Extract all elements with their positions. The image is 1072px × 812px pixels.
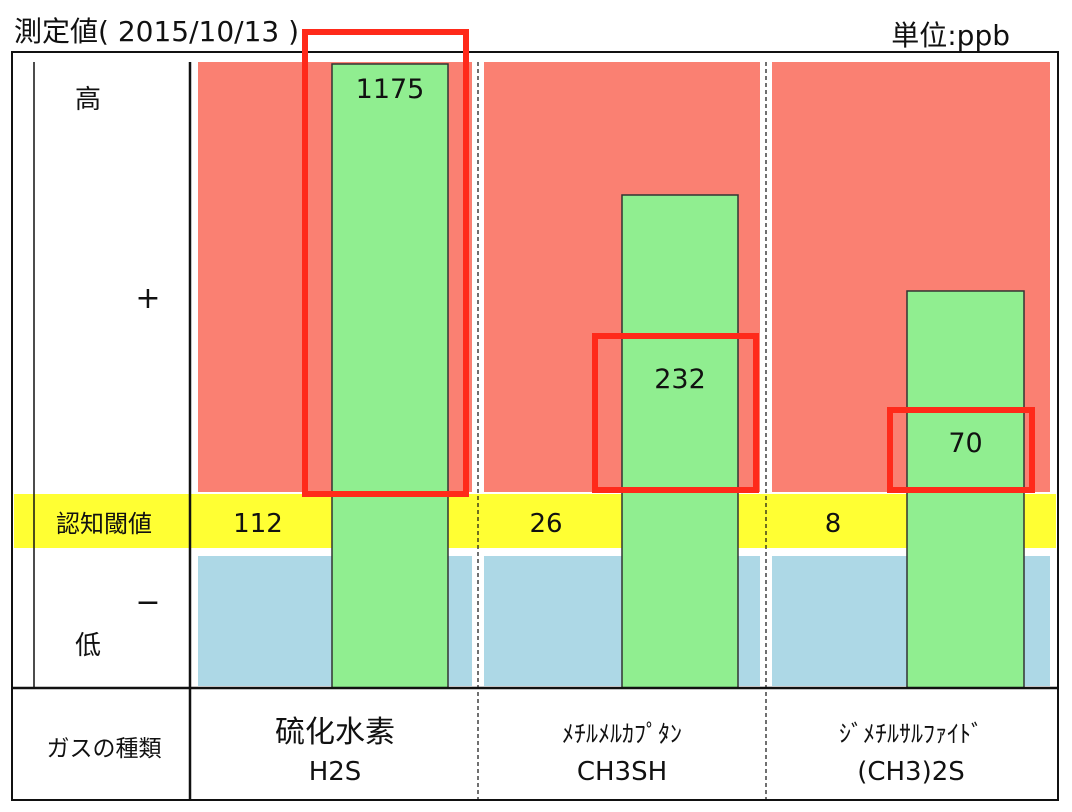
y-label-plus: + [135,281,160,316]
chart-frame [11,51,1059,801]
unit-label: 単位:ppb [891,19,1010,52]
highlight-box-2 [887,407,1035,493]
category-row-label: ガスの種類 [47,736,162,762]
outer-frame [11,51,1059,801]
threshold-value-1: 26 [529,509,562,539]
highlight-boxes [302,29,1035,497]
highlight-box-0 [302,29,469,497]
bar-1 [621,194,739,689]
bar-value-0: 1175 [356,74,425,105]
chart-title: 測定値( 2015/10/13 ) [14,15,300,48]
category-formula-2: (CH3)2S [857,757,965,787]
highlight-box-1 [592,333,759,493]
category-name-2: ｼﾞﾒﾁﾙｻﾙﾌｧｲﾄﾞ [839,720,983,748]
bar-0 [331,63,449,689]
threshold-value-0: 112 [233,509,283,539]
bar-value-2: 70 [948,428,982,459]
category-formula-1: CH3SH [577,757,667,787]
background-zones [14,62,1056,686]
category-name-0: 硫化水素 [275,715,395,750]
y-label-high: 高 [75,85,101,115]
threshold-value-2: 8 [825,509,842,539]
category-name-1: ﾒﾁﾙﾒﾙｶﾌﾟﾀﾝ [562,720,682,748]
y-label-low: 低 [75,631,101,661]
category-formula-0: H2S [309,757,362,787]
y-label-minus: − [135,585,160,620]
bar-value-1: 232 [654,364,706,395]
threshold-band [14,494,1056,548]
threshold-row-label: 認知閾値 [56,510,152,538]
